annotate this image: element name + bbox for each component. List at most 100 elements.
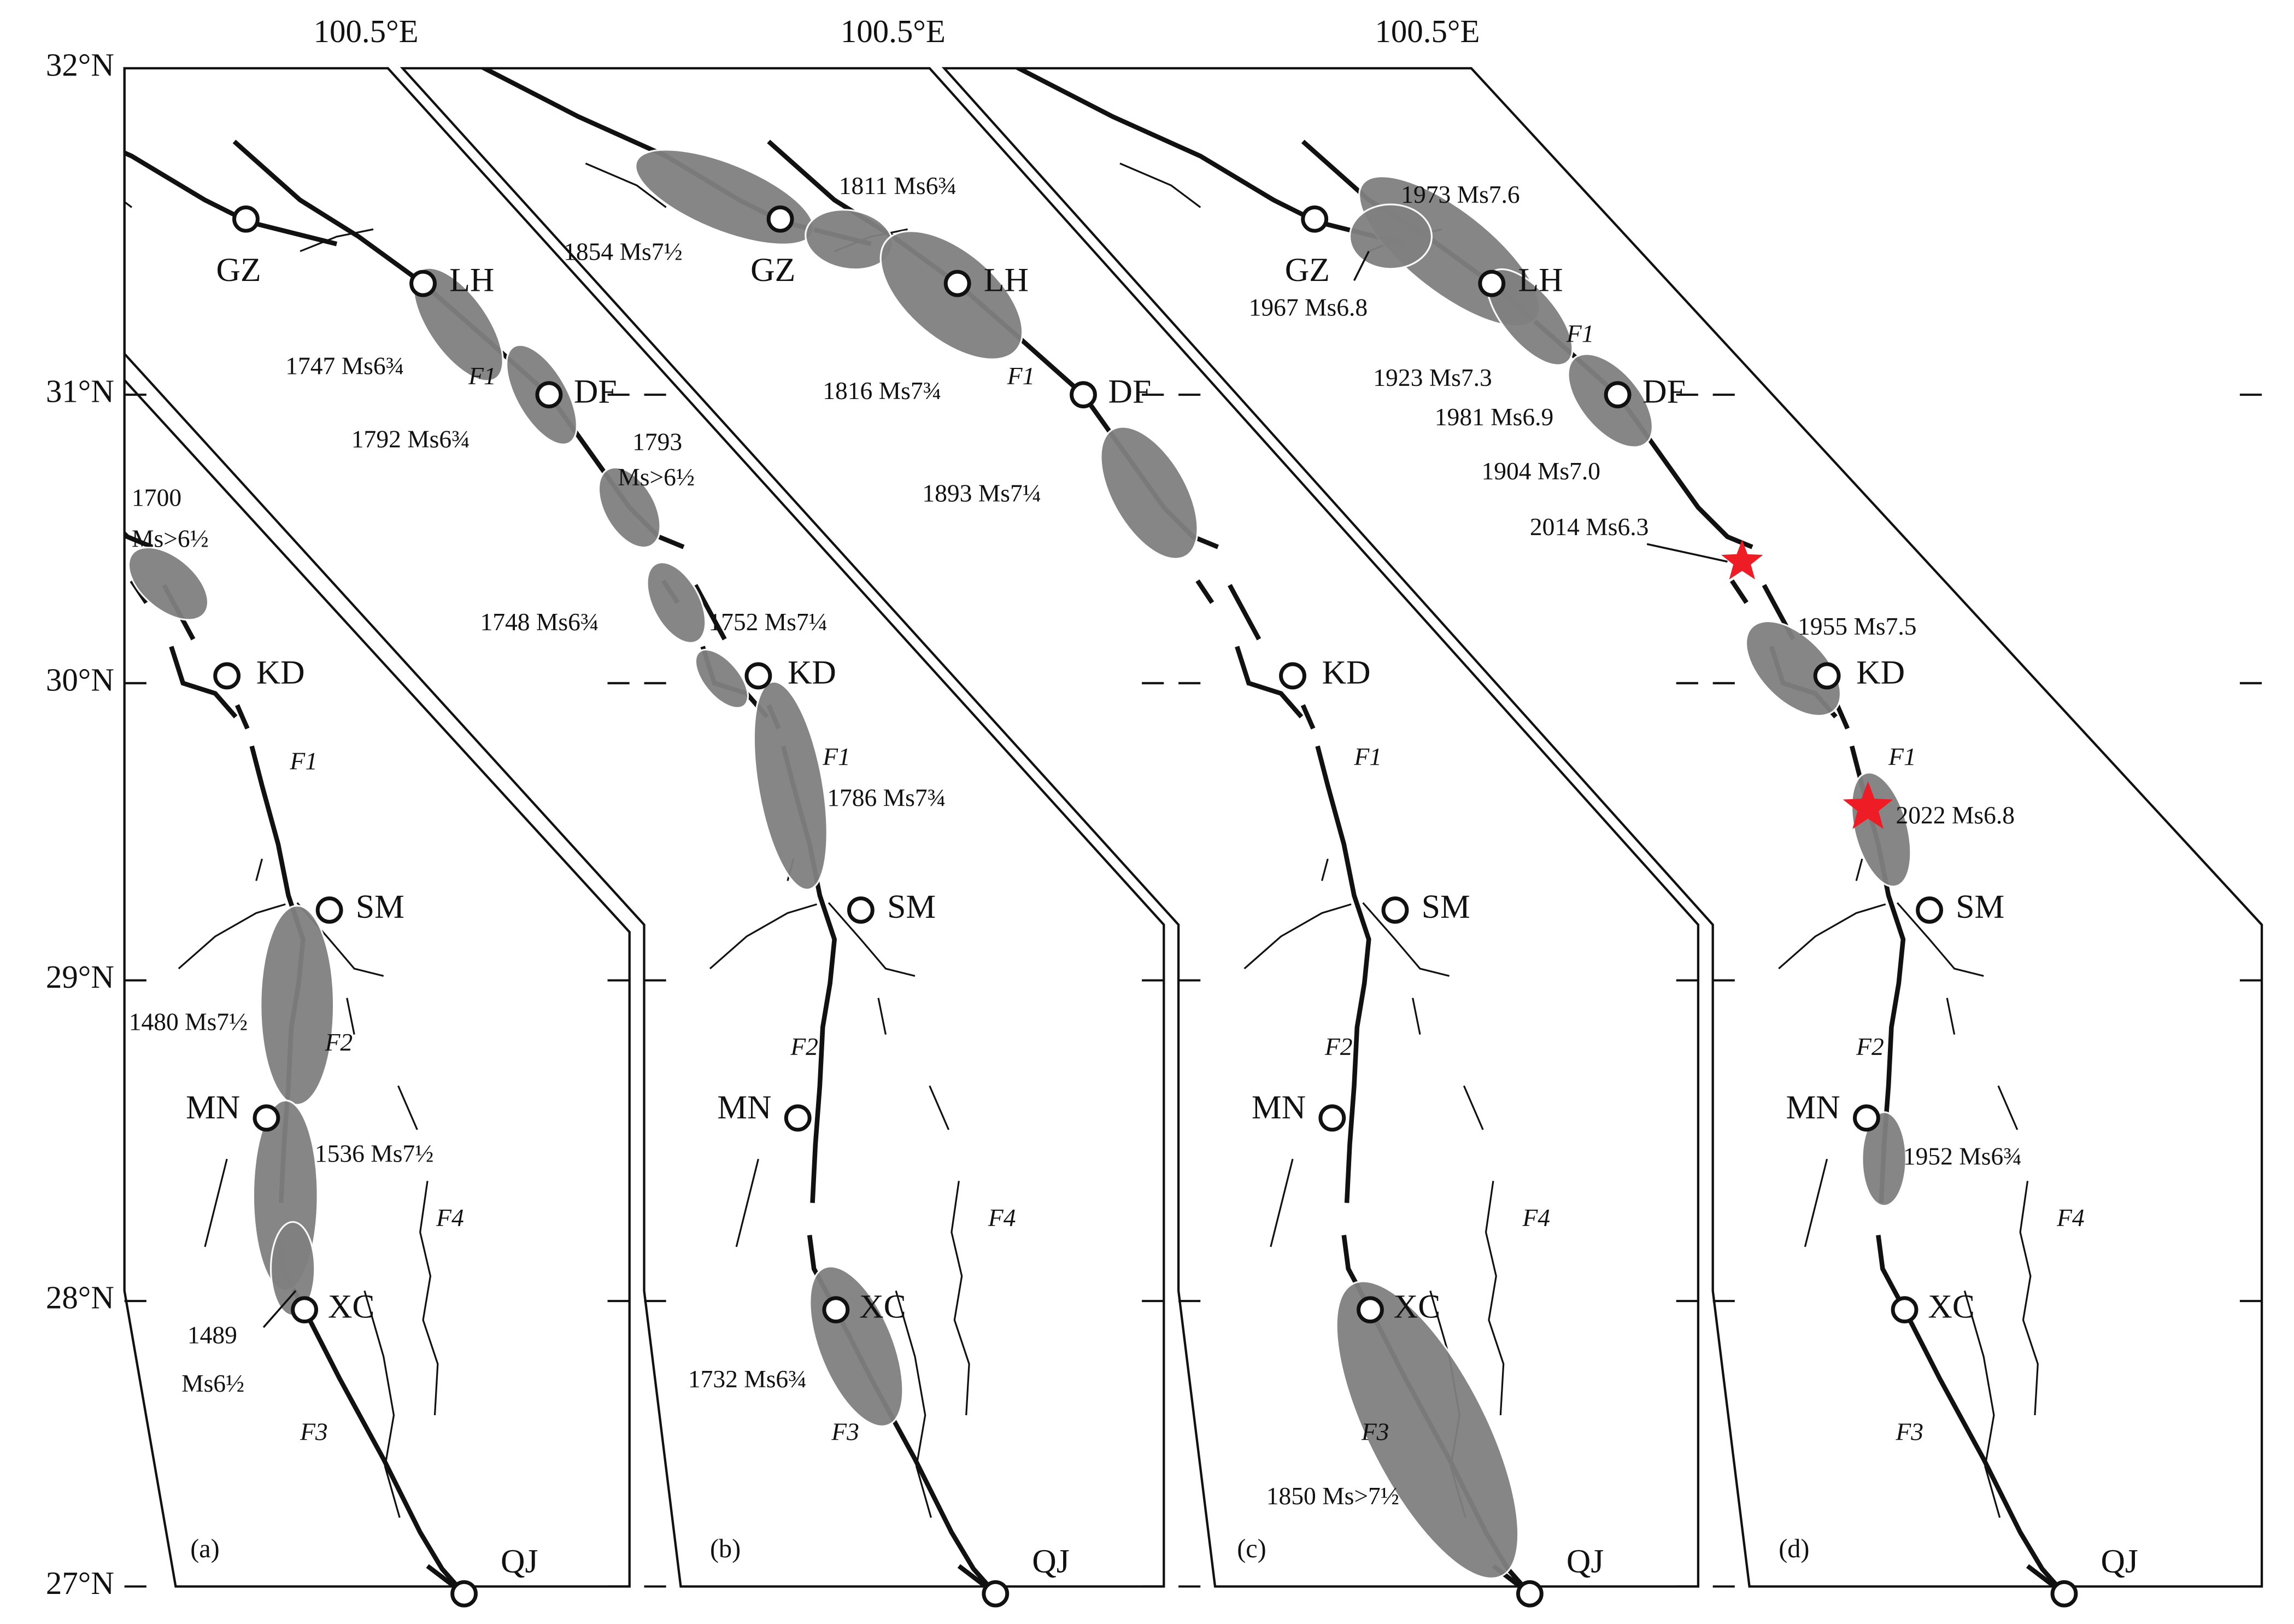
city-label: GZ xyxy=(1285,251,1330,289)
city-marker xyxy=(1916,896,1943,924)
rupture-zone xyxy=(1850,771,1912,888)
city-marker xyxy=(766,205,794,233)
rupture-zone xyxy=(260,905,335,1106)
earthquake-label: 2022 Ms6.8 xyxy=(1896,801,2014,829)
city-label: XC xyxy=(1928,1288,1975,1325)
city-marker xyxy=(450,1580,478,1608)
fault-label: F3 xyxy=(300,1417,328,1445)
earthquake-label: 1747 Ms6¾ xyxy=(285,351,404,379)
city-marker xyxy=(1478,269,1506,297)
minor-fault xyxy=(1362,902,1450,977)
city-label: MN xyxy=(186,1089,240,1126)
city-marker xyxy=(982,1580,1010,1608)
earthquake-label: 1850 Ms>7½ xyxy=(1266,1482,1399,1510)
city-marker xyxy=(943,269,971,297)
city-label: GZ xyxy=(216,251,261,289)
latitude-label: 30°N xyxy=(46,661,114,697)
minor-fault xyxy=(1963,1290,2001,1518)
earthquake-label: 1792 Ms6¾ xyxy=(351,425,470,453)
city-label: KD xyxy=(1322,654,1371,691)
panel-label: (b) xyxy=(710,1534,741,1563)
fault-label: F2 xyxy=(1324,1033,1353,1060)
city-marker xyxy=(1813,662,1841,690)
panel-outline xyxy=(123,377,631,1588)
rupture-zone xyxy=(127,546,209,621)
earthquake-label: 1793 xyxy=(632,428,682,456)
rupture-zone xyxy=(597,466,661,549)
minor-fault xyxy=(877,998,887,1035)
minor-fault xyxy=(204,1158,228,1247)
city-label: DF xyxy=(1108,373,1152,410)
city-marker xyxy=(291,1296,319,1324)
minor-fault xyxy=(419,1181,439,1416)
latitude-label: 32°N xyxy=(46,46,114,83)
city-label: LH xyxy=(1518,262,1563,299)
minor-fault xyxy=(929,1085,950,1130)
main-fault xyxy=(1228,584,1262,641)
main-fault xyxy=(957,1564,997,1587)
latitude-label: 27°N xyxy=(46,1565,114,1601)
minor-fault xyxy=(1412,998,1421,1035)
panel-label: (a) xyxy=(190,1534,220,1563)
panel-outline xyxy=(400,67,1700,1588)
minor-fault xyxy=(1321,858,1329,881)
longitude-label: 100.5°E xyxy=(314,13,419,49)
fault-label: F1 xyxy=(289,747,318,775)
city-marker xyxy=(535,381,563,409)
minor-fault xyxy=(1270,1158,1294,1247)
panel-outline xyxy=(123,67,1165,1588)
fault-label: F1 xyxy=(1007,362,1035,390)
minor-fault xyxy=(1485,1181,1505,1416)
fault-label: F3 xyxy=(1361,1417,1389,1445)
earthquake-label: 1536 Ms7½ xyxy=(315,1139,434,1167)
fault-label: F2 xyxy=(790,1033,818,1060)
epicenter-star xyxy=(1843,781,1893,829)
city-marker xyxy=(822,1296,850,1324)
fault-label: F1 xyxy=(1353,743,1382,771)
minor-fault xyxy=(363,1290,401,1518)
rupture-zone xyxy=(1100,426,1199,560)
city-label: QJ xyxy=(501,1543,538,1580)
main-fault xyxy=(1876,1234,2066,1587)
city-label: KD xyxy=(256,654,305,691)
minor-fault xyxy=(124,162,133,208)
minor-fault xyxy=(951,1181,970,1416)
main-fault xyxy=(1835,704,1850,730)
rupture-zone xyxy=(694,648,749,709)
rupture-zone xyxy=(1745,620,1842,717)
latitude-label: 31°N xyxy=(46,373,114,409)
main-fault xyxy=(1235,646,1304,719)
city-label: DF xyxy=(574,373,617,410)
earthquake-label: 1981 Ms6.9 xyxy=(1435,403,1553,431)
city-label: QJ xyxy=(2101,1543,2138,1580)
main-fault xyxy=(693,584,727,641)
panel-outline xyxy=(941,67,2263,1588)
city-label: QJ xyxy=(1032,1543,1069,1580)
earthquake-label: 1967 Ms6.8 xyxy=(1249,293,1368,321)
rupture-zone xyxy=(1348,203,1433,270)
minor-fault xyxy=(828,902,916,977)
epicenter-star xyxy=(1721,540,1763,580)
minor-fault xyxy=(1243,903,1352,970)
earthquake-label: 1973 Ms7.6 xyxy=(1401,180,1520,208)
rupture-zone xyxy=(1861,1111,1907,1207)
earthquake-label: 1748 Ms6¾ xyxy=(480,608,599,636)
city-label: SM xyxy=(356,888,404,925)
earthquake-label: 1480 Ms7½ xyxy=(129,1007,248,1035)
city-label: SM xyxy=(1422,888,1470,925)
main-fault xyxy=(1009,68,1406,247)
leader-line xyxy=(262,1290,297,1328)
earthquake-label: Ms>6½ xyxy=(618,463,695,491)
fault-label: F2 xyxy=(325,1028,353,1056)
main-fault xyxy=(169,646,238,719)
city-marker xyxy=(1516,1580,1544,1608)
main-fault xyxy=(426,1564,466,1587)
leader-line xyxy=(1646,543,1728,563)
longitude-label: 100.5°E xyxy=(1375,13,1480,49)
minor-fault xyxy=(2019,1181,2039,1416)
main-fault xyxy=(1315,745,1371,1203)
city-marker xyxy=(253,1104,280,1132)
earthquake-label: 1893 Ms7¼ xyxy=(922,479,1041,507)
minor-fault xyxy=(300,228,374,253)
